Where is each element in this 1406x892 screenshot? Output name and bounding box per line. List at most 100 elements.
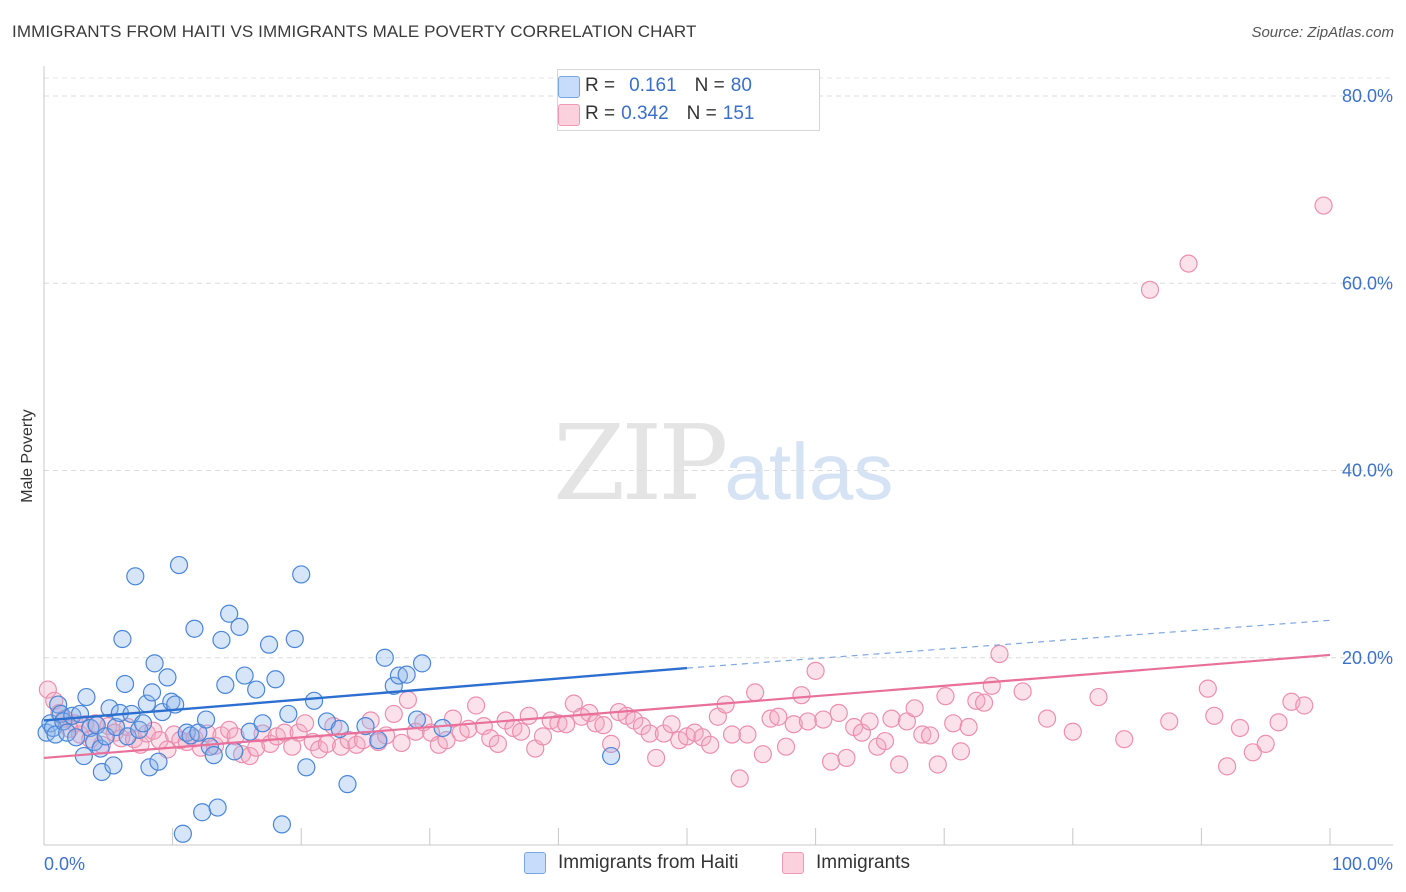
immigrants-point bbox=[632, 716, 652, 736]
haiti-point bbox=[113, 629, 132, 649]
immigrants-point bbox=[829, 703, 848, 723]
haiti-point bbox=[356, 716, 375, 736]
immigrants-point bbox=[1198, 679, 1217, 698]
immigrants-point bbox=[746, 683, 765, 702]
immigrants-point bbox=[466, 696, 486, 715]
haiti-point bbox=[412, 654, 432, 673]
immigrants-point bbox=[1295, 696, 1314, 715]
immigrants-point bbox=[533, 727, 553, 746]
bottom-legend-swatch-pink bbox=[782, 852, 804, 874]
haiti-point bbox=[100, 699, 119, 718]
x-tick-label: 0.0% bbox=[44, 854, 85, 874]
immigrants-point bbox=[295, 714, 315, 733]
immigrants-point bbox=[792, 686, 811, 705]
immigrants-point bbox=[920, 726, 940, 745]
haiti-point bbox=[602, 746, 621, 766]
haiti-point bbox=[212, 630, 231, 650]
haiti-point bbox=[149, 752, 168, 771]
y-tick-label: 20.0% bbox=[1342, 648, 1393, 668]
immigrants-point bbox=[1140, 280, 1160, 299]
haiti-point bbox=[118, 727, 137, 746]
immigrants-point bbox=[806, 661, 825, 680]
immigrants-point bbox=[1063, 722, 1082, 741]
haiti-point bbox=[54, 712, 73, 731]
immigrants-point bbox=[519, 706, 538, 725]
bottom-legend-label-immigrants: Immigrants bbox=[816, 852, 910, 873]
immigrants-point bbox=[753, 745, 772, 764]
immigrants-point bbox=[662, 715, 681, 734]
immigrants-point bbox=[384, 704, 403, 724]
haiti-point bbox=[240, 722, 259, 741]
haiti-point bbox=[104, 756, 123, 775]
immigrants-point bbox=[982, 676, 1001, 695]
immigrants-point bbox=[1218, 757, 1237, 776]
immigrants-point bbox=[1269, 713, 1288, 732]
legend-row-haiti: R = 0.161 N = 80 bbox=[558, 73, 752, 99]
haiti-point bbox=[142, 683, 162, 702]
immigrants-point bbox=[890, 755, 909, 774]
immigrants-point bbox=[814, 710, 833, 729]
immigrants-point bbox=[1089, 687, 1108, 707]
correlation-legend: R = 0.161 N = 80 R = 0.342 N = 151 bbox=[557, 69, 820, 131]
legend-r-label: R = bbox=[585, 103, 616, 124]
watermark-atlas: atlas bbox=[724, 427, 894, 516]
immigrants-point bbox=[798, 712, 817, 731]
haiti-trendline-extension bbox=[686, 619, 1331, 669]
haiti-point bbox=[259, 635, 279, 654]
immigrants-point bbox=[784, 715, 803, 734]
immigrants-point bbox=[860, 712, 879, 731]
x-tick-label: 100.0% bbox=[1332, 854, 1393, 874]
immigrants-point bbox=[701, 735, 720, 754]
haiti-point bbox=[297, 758, 316, 777]
immigrants-point bbox=[275, 723, 294, 742]
haiti-point bbox=[58, 723, 77, 742]
haiti-point bbox=[338, 775, 357, 794]
haiti-point bbox=[272, 815, 292, 834]
haiti-point bbox=[407, 710, 427, 729]
haiti-point bbox=[126, 567, 145, 586]
immigrants-point bbox=[1013, 682, 1032, 701]
immigrants-point bbox=[913, 725, 932, 744]
immigrants-point bbox=[875, 731, 895, 751]
haiti-point bbox=[115, 674, 135, 694]
legend-r-label: R = bbox=[585, 75, 616, 96]
haiti-point bbox=[247, 680, 266, 699]
immigrants-point bbox=[1160, 712, 1179, 731]
immigrants-point bbox=[171, 731, 190, 750]
immigrants-point bbox=[220, 720, 239, 739]
immigrants-point bbox=[549, 714, 568, 733]
immigrants-point bbox=[1243, 743, 1262, 762]
watermark-zip: ZIP bbox=[553, 402, 728, 524]
legend-r-value: 0.342 bbox=[621, 103, 669, 124]
legend-n-value: 151 bbox=[722, 103, 755, 124]
bottom-legend-swatch-blue bbox=[524, 852, 546, 874]
legend-row-immigrants: R = 0.342 N = 151 bbox=[558, 101, 755, 127]
haiti-point bbox=[389, 666, 409, 685]
immigrants-trendline bbox=[43, 653, 1331, 760]
immigrants-point bbox=[936, 687, 955, 706]
haiti-point bbox=[196, 710, 216, 729]
legend-n-label: N = bbox=[694, 75, 725, 96]
haiti-point bbox=[304, 691, 324, 710]
haiti-point bbox=[230, 617, 249, 636]
immigrants-point bbox=[640, 724, 659, 743]
haiti-point bbox=[173, 824, 192, 843]
haiti-trendline bbox=[43, 666, 688, 722]
haiti-point bbox=[384, 676, 403, 695]
haiti-point bbox=[200, 737, 219, 756]
haiti-point bbox=[193, 803, 212, 822]
bottom-legend-haiti: Immigrants from Haiti bbox=[524, 852, 739, 874]
immigrants-point bbox=[944, 714, 963, 733]
immigrants-point bbox=[730, 769, 749, 788]
haiti-point bbox=[292, 565, 311, 584]
immigrants-point bbox=[738, 725, 757, 744]
immigrants-point bbox=[959, 717, 978, 737]
haiti-point bbox=[279, 704, 298, 724]
legend-n-value: 80 bbox=[730, 75, 752, 96]
haiti-point bbox=[204, 746, 223, 765]
immigrants-point bbox=[1115, 730, 1134, 749]
haiti-point bbox=[216, 675, 235, 695]
immigrants-point bbox=[647, 748, 666, 768]
immigrants-point bbox=[557, 715, 576, 734]
immigrants-point bbox=[928, 755, 947, 774]
